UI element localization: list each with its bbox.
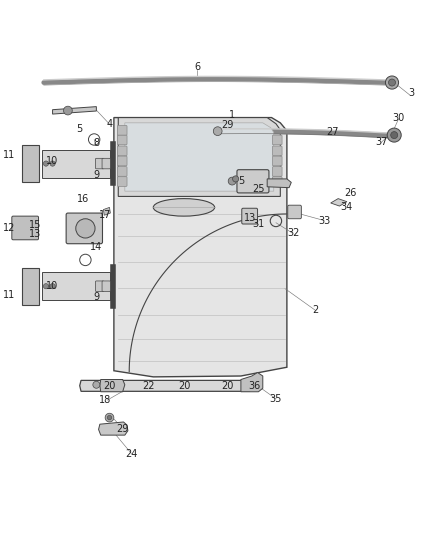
Text: 10: 10 <box>46 156 59 166</box>
Text: 4: 4 <box>106 119 113 129</box>
Text: 13: 13 <box>244 213 256 223</box>
Text: 8: 8 <box>93 138 99 148</box>
Circle shape <box>93 381 100 388</box>
Text: 22: 22 <box>143 381 155 391</box>
Text: 35: 35 <box>270 394 282 404</box>
FancyBboxPatch shape <box>12 216 39 240</box>
Text: 2: 2 <box>312 305 318 316</box>
Text: 10: 10 <box>46 281 59 291</box>
Text: 30: 30 <box>392 112 405 123</box>
Text: 25: 25 <box>252 184 265 195</box>
Circle shape <box>50 284 55 289</box>
Polygon shape <box>99 422 128 435</box>
FancyBboxPatch shape <box>117 125 127 135</box>
Text: 9: 9 <box>93 169 99 180</box>
Circle shape <box>105 413 114 422</box>
FancyBboxPatch shape <box>22 145 39 182</box>
Text: 15: 15 <box>29 220 41 230</box>
FancyBboxPatch shape <box>272 167 282 176</box>
Circle shape <box>43 161 49 166</box>
Circle shape <box>389 79 396 86</box>
Polygon shape <box>267 179 291 188</box>
Text: 14: 14 <box>90 242 102 252</box>
FancyBboxPatch shape <box>22 268 39 304</box>
Polygon shape <box>118 118 280 197</box>
Polygon shape <box>125 123 274 191</box>
FancyBboxPatch shape <box>237 169 269 193</box>
Circle shape <box>107 415 112 420</box>
Text: 33: 33 <box>318 215 330 225</box>
Text: 20: 20 <box>222 381 234 391</box>
Text: 32: 32 <box>287 228 300 238</box>
Text: 20: 20 <box>178 381 190 391</box>
Circle shape <box>385 76 399 89</box>
FancyBboxPatch shape <box>272 146 282 156</box>
Text: 1: 1 <box>229 110 235 120</box>
FancyBboxPatch shape <box>42 150 110 177</box>
FancyBboxPatch shape <box>66 213 102 244</box>
FancyBboxPatch shape <box>117 146 127 156</box>
FancyBboxPatch shape <box>272 135 282 145</box>
Text: 31: 31 <box>252 220 265 229</box>
Text: 36: 36 <box>248 381 260 391</box>
Circle shape <box>391 132 398 139</box>
Text: 5: 5 <box>76 124 82 134</box>
Polygon shape <box>114 118 287 377</box>
FancyBboxPatch shape <box>272 156 282 166</box>
Text: 11: 11 <box>3 290 15 300</box>
Circle shape <box>233 176 239 182</box>
Text: 34: 34 <box>340 203 352 212</box>
FancyBboxPatch shape <box>102 158 110 169</box>
Circle shape <box>387 128 401 142</box>
Polygon shape <box>241 373 263 392</box>
Circle shape <box>228 177 236 185</box>
Circle shape <box>43 284 49 289</box>
Text: 16: 16 <box>77 193 89 204</box>
Polygon shape <box>80 381 251 391</box>
Circle shape <box>64 106 72 115</box>
Text: 5: 5 <box>238 176 244 186</box>
Text: 26: 26 <box>344 188 357 198</box>
FancyBboxPatch shape <box>117 167 127 176</box>
Circle shape <box>213 127 222 135</box>
Circle shape <box>76 219 95 238</box>
FancyBboxPatch shape <box>272 177 282 187</box>
Text: 24: 24 <box>125 449 138 459</box>
Polygon shape <box>100 379 125 392</box>
Text: 11: 11 <box>3 150 15 160</box>
Text: 13: 13 <box>29 229 41 239</box>
FancyBboxPatch shape <box>288 205 301 219</box>
FancyBboxPatch shape <box>117 156 127 166</box>
FancyBboxPatch shape <box>242 208 258 224</box>
Circle shape <box>50 161 55 166</box>
Polygon shape <box>103 207 110 215</box>
FancyBboxPatch shape <box>42 272 110 300</box>
Text: 37: 37 <box>375 136 387 147</box>
Text: 17: 17 <box>99 210 111 220</box>
FancyBboxPatch shape <box>95 281 104 292</box>
Text: 27: 27 <box>327 127 339 136</box>
Text: 18: 18 <box>99 395 111 405</box>
FancyBboxPatch shape <box>102 281 110 292</box>
Text: 29: 29 <box>222 120 234 131</box>
Text: 9: 9 <box>93 292 99 302</box>
FancyBboxPatch shape <box>117 135 127 145</box>
FancyBboxPatch shape <box>95 158 104 169</box>
Text: 12: 12 <box>3 223 15 233</box>
Text: 3: 3 <box>409 88 415 99</box>
FancyBboxPatch shape <box>117 177 127 187</box>
Polygon shape <box>53 107 96 114</box>
Polygon shape <box>331 199 347 206</box>
Text: 20: 20 <box>103 381 116 391</box>
Text: 29: 29 <box>117 424 129 433</box>
Ellipse shape <box>153 199 215 216</box>
Text: 6: 6 <box>194 62 200 72</box>
